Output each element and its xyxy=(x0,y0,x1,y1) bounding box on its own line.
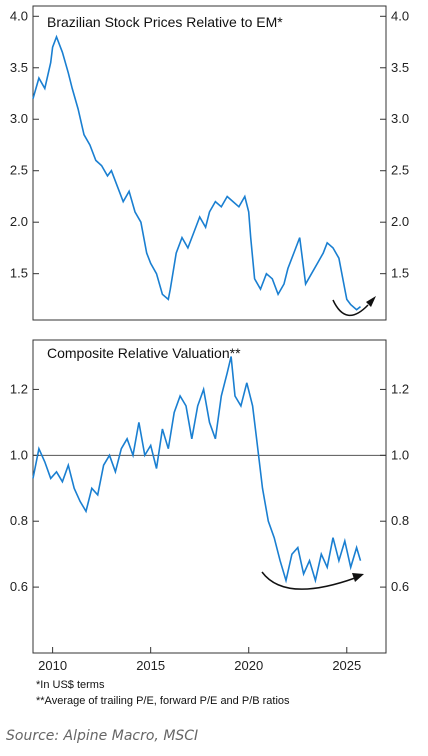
panel2-series-line xyxy=(32,356,362,584)
panel1-frame xyxy=(32,5,387,321)
panel-stock-prices: Brazilian Stock Prices Relative to EM* 1… xyxy=(10,5,409,321)
panel1-ytick-label-left: 2.0 xyxy=(10,214,28,229)
xtick-label: 2015 xyxy=(136,658,165,673)
panel1-ytick-label-right: 3.0 xyxy=(391,111,409,126)
panel2-frame xyxy=(32,339,387,654)
panel2-ytick-label-right: 1.0 xyxy=(391,447,409,462)
panel1-arrow xyxy=(332,296,376,316)
footnote-2: **Average of trailing P/E, forward P/E a… xyxy=(36,695,290,707)
panel1-ytick-label-left: 1.5 xyxy=(10,266,28,281)
panel1-ytick-label-left: 3.5 xyxy=(10,60,28,75)
panel2-ytick-label-right: 1.2 xyxy=(391,381,409,396)
panel1-series-line xyxy=(32,34,361,311)
panel1-ytick-label-left: 2.5 xyxy=(10,163,28,178)
panel2-ytick-label-left: 0.8 xyxy=(10,513,28,528)
panel2-arrow xyxy=(261,571,364,590)
panel2-arrow-curve xyxy=(261,571,356,590)
panel2-arrow-head xyxy=(352,573,364,582)
panel1-ytick-label-right: 4.0 xyxy=(391,8,409,23)
panel-valuation: Composite Relative Valuation** 0.6 0.6 0.8… xyxy=(10,339,409,654)
panel1-arrow-curve xyxy=(332,299,369,316)
xtick-label: 2020 xyxy=(234,658,263,673)
panel1-ytick-label-right: 3.5 xyxy=(391,60,409,75)
panel1-ytick-label-right: 2.5 xyxy=(391,163,409,178)
panel2-ytick-label-right: 0.6 xyxy=(391,579,409,594)
footnote-1: *In US$ terms xyxy=(36,679,105,691)
panel1-ytick-label-right: 1.5 xyxy=(391,266,409,281)
panel1-ytick-label-left: 4.0 xyxy=(10,8,28,23)
panel1-ytick-label-right: 2.0 xyxy=(391,214,409,229)
panel2-ytick-label-right: 0.8 xyxy=(391,513,409,528)
panel1-ytick-label-left: 3.0 xyxy=(10,111,28,126)
source-text: Source: Alpine Macro, MSCI xyxy=(6,728,199,744)
panel2-ytick-label-left: 1.2 xyxy=(10,381,28,396)
xtick-label: 2010 xyxy=(38,658,67,673)
panel2-title: Composite Relative Valuation** xyxy=(47,345,241,361)
panel1-arrow-head xyxy=(366,296,376,307)
panel1-title: Brazilian Stock Prices Relative to EM* xyxy=(47,14,283,30)
xtick-label: 2025 xyxy=(332,658,361,673)
panel2-ytick-label-left: 0.6 xyxy=(10,579,28,594)
panel2-ytick-label-left: 1.0 xyxy=(10,447,28,462)
